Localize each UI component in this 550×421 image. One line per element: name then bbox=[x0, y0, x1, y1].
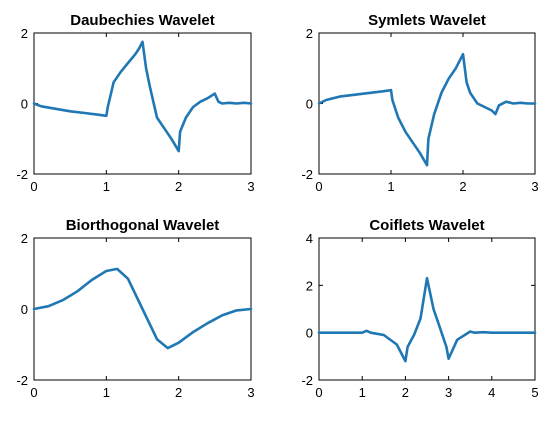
x-tick-label: 4 bbox=[488, 385, 495, 400]
y-tick-label: -2 bbox=[16, 167, 28, 182]
x-tick-label: 1 bbox=[103, 179, 110, 194]
wavelet-line bbox=[32, 40, 253, 153]
x-tick-label: 1 bbox=[359, 385, 366, 400]
x-tick-label: 1 bbox=[103, 385, 110, 400]
x-tick-label: 0 bbox=[315, 179, 322, 194]
x-tick-label: 3 bbox=[445, 385, 452, 400]
wavelet-line bbox=[317, 52, 537, 167]
x-tick-label: 0 bbox=[30, 179, 37, 194]
wavelet-line bbox=[317, 276, 537, 363]
y-tick-label: -2 bbox=[301, 167, 313, 182]
x-tick-label: 3 bbox=[247, 179, 254, 194]
x-tick-label: 2 bbox=[459, 179, 466, 194]
y-tick-label: 2 bbox=[21, 231, 28, 246]
x-tick-label: 0 bbox=[315, 385, 322, 400]
y-tick-label: 2 bbox=[21, 26, 28, 41]
x-tick-label: 5 bbox=[531, 385, 538, 400]
y-tick-label: -2 bbox=[16, 373, 28, 388]
y-tick-label: 2 bbox=[306, 278, 313, 293]
plot-frame bbox=[318, 237, 536, 381]
y-tick-label: 0 bbox=[21, 97, 28, 112]
x-tick-label: 1 bbox=[387, 179, 394, 194]
wavelet-line bbox=[32, 267, 253, 350]
x-tick-label: 2 bbox=[175, 385, 182, 400]
x-tick-label: 2 bbox=[402, 385, 409, 400]
chart-title: Biorthogonal Wavelet bbox=[66, 217, 220, 234]
x-tick-label: 0 bbox=[30, 385, 37, 400]
chart-title: Daubechies Wavelet bbox=[70, 12, 215, 29]
y-tick-label: 0 bbox=[306, 326, 313, 341]
chart-title: Symlets Wavelet bbox=[368, 12, 486, 29]
x-tick-label: 3 bbox=[531, 179, 538, 194]
plot-frame bbox=[33, 32, 252, 175]
y-tick-label: 0 bbox=[306, 97, 313, 112]
y-tick-label: 2 bbox=[306, 26, 313, 41]
y-tick-label: 0 bbox=[21, 302, 28, 317]
chart-title: Coiflets Wavelet bbox=[369, 217, 484, 234]
y-tick-label: -2 bbox=[301, 373, 313, 388]
y-tick-label: 4 bbox=[306, 231, 313, 246]
x-tick-label: 3 bbox=[247, 385, 254, 400]
x-tick-label: 2 bbox=[175, 179, 182, 194]
